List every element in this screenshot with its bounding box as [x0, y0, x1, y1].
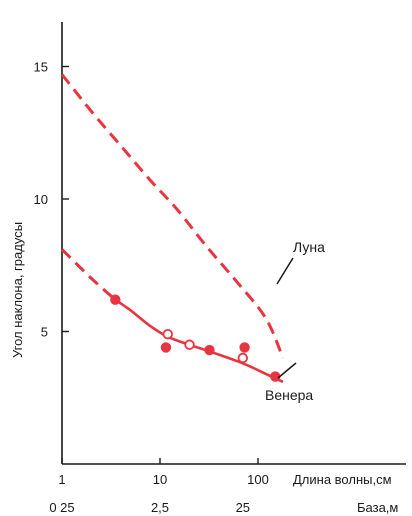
data-point-filled: [270, 371, 281, 382]
y-tick-label: 5: [41, 325, 48, 340]
x2-tick-label: 25: [236, 500, 250, 515]
y-tick-label: 15: [34, 60, 48, 75]
x-tick-label: 10: [153, 472, 167, 487]
data-point-open: [162, 328, 173, 340]
data-points: [110, 294, 281, 382]
data-point-open: [237, 352, 249, 364]
series-line-venus-extrapolated: [60, 248, 117, 301]
venus-leader-line: [277, 362, 297, 379]
x2-tick-label: 0 25: [49, 500, 74, 515]
x2-tick-label: 2,5: [151, 500, 169, 515]
axes: [61, 22, 406, 465]
series-line-moon: [60, 73, 285, 359]
data-point-filled: [160, 342, 172, 353]
y-tick-label: 10: [34, 192, 48, 207]
x-tick-label: 1: [58, 472, 65, 487]
x-tick-label: 100: [247, 472, 269, 487]
series-labels: Луна Венера: [265, 239, 325, 403]
series-label-venus: Венера: [265, 387, 313, 403]
data-point-filled: [239, 342, 250, 353]
ticks: 5 10 15 1 10 100 0 25 2,5 25: [34, 60, 269, 516]
moon-leader-line: [276, 257, 294, 285]
data-point-open: [184, 339, 195, 350]
series-label-moon: Луна: [293, 239, 325, 255]
data-point-filled: [110, 294, 121, 305]
x2-axis-title: База,м: [357, 500, 398, 515]
series-line-venus: [114, 298, 284, 384]
y-axis-title: Угол наклона, градусы: [10, 222, 25, 358]
data-point-filled: [204, 344, 215, 356]
x-axis-title: Длина волны,см: [293, 472, 392, 487]
